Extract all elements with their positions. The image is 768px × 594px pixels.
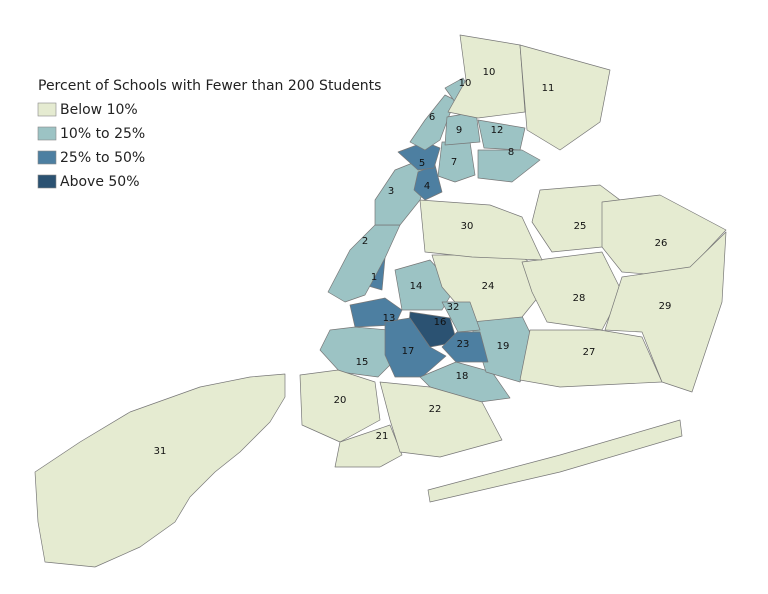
district-label: 31 xyxy=(154,446,167,457)
district xyxy=(334,424,403,468)
districts xyxy=(34,34,727,568)
district-label: 24 xyxy=(482,281,495,292)
district-label: 29 xyxy=(659,301,672,312)
district-label: 1 xyxy=(371,272,377,283)
legend-label: 10% to 25% xyxy=(60,126,145,142)
district-label: 15 xyxy=(356,357,369,368)
district xyxy=(604,231,727,393)
district-label: 11 xyxy=(542,83,555,94)
district xyxy=(409,94,456,151)
district-label: 6 xyxy=(429,112,435,123)
district-label: 30 xyxy=(461,221,474,232)
district-label: 10 xyxy=(459,78,472,89)
legend-label: 25% to 50% xyxy=(60,150,145,166)
district xyxy=(519,44,611,151)
district-label: 2 xyxy=(362,236,368,247)
district xyxy=(319,326,401,378)
district-label: 25 xyxy=(574,221,587,232)
district-label: 27 xyxy=(583,347,596,358)
district xyxy=(34,373,286,568)
district-label: 5 xyxy=(419,158,425,169)
legend-swatch xyxy=(37,102,57,117)
district-label: 10 xyxy=(483,67,496,78)
peninsula xyxy=(427,419,683,503)
district-label: 16 xyxy=(434,317,447,328)
district-label: 4 xyxy=(424,181,430,192)
district-label: 17 xyxy=(402,346,415,357)
district-label: 19 xyxy=(497,341,510,352)
district xyxy=(521,251,623,331)
legend-swatch xyxy=(37,126,57,141)
district xyxy=(349,297,403,328)
district-labels: 123 4567891010111213141516171819202122232… xyxy=(154,67,672,457)
district xyxy=(477,119,526,151)
district xyxy=(327,224,401,303)
district-label: 8 xyxy=(508,147,514,158)
district-label: 12 xyxy=(491,125,504,136)
district-label: 9 xyxy=(456,125,462,136)
district-label: 18 xyxy=(456,371,469,382)
district-label: 26 xyxy=(655,238,668,249)
district-label: 23 xyxy=(457,339,470,350)
district-label: 14 xyxy=(410,281,423,292)
legend-label: Above 50% xyxy=(60,174,140,190)
legend-swatch xyxy=(37,150,57,165)
district xyxy=(441,301,481,333)
district xyxy=(379,381,503,458)
district-label: 20 xyxy=(334,395,347,406)
district xyxy=(441,331,489,363)
legend-swatch xyxy=(37,174,57,189)
district xyxy=(419,199,543,261)
district xyxy=(519,329,663,388)
legend: Below 10% 10% to 25% 25% to 50% Above 50% xyxy=(37,102,145,190)
legend-title: Percent of Schools with Fewer than 200 S… xyxy=(38,78,381,94)
district xyxy=(299,369,381,443)
district-label: 13 xyxy=(383,313,396,324)
district-label: 7 xyxy=(451,157,457,168)
district-label: 28 xyxy=(573,293,586,304)
district-label: 32 xyxy=(447,302,460,313)
district xyxy=(384,317,447,378)
legend-label: Below 10% xyxy=(60,102,138,118)
district-label: 21 xyxy=(376,431,389,442)
district-label: 22 xyxy=(429,404,442,415)
district-label: 3 xyxy=(388,186,394,197)
